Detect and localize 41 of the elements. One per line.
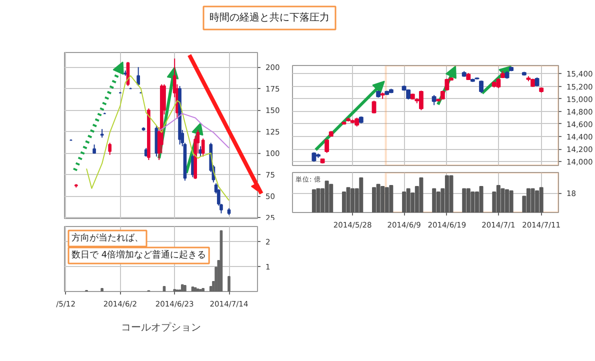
bar — [389, 184, 394, 212]
bar — [444, 175, 449, 212]
candlestick — [432, 94, 436, 106]
bar — [372, 187, 376, 212]
bar — [530, 188, 535, 212]
text: コールオプション — [121, 322, 201, 334]
bar — [462, 188, 466, 212]
bar — [535, 190, 540, 212]
bar — [449, 175, 454, 212]
bar — [470, 191, 475, 212]
annotation: 数日で 4倍増加など普通に起きる — [72, 250, 206, 260]
candlestick — [201, 138, 205, 158]
bar — [539, 187, 544, 212]
candlestick — [496, 78, 501, 89]
bar — [346, 187, 350, 212]
bar — [350, 188, 355, 212]
bar — [380, 186, 385, 212]
bar — [479, 186, 484, 212]
bar — [496, 184, 500, 212]
bar — [384, 187, 389, 212]
candlestick — [418, 90, 424, 111]
candlestick — [108, 142, 112, 156]
bar — [324, 180, 329, 212]
bar — [432, 188, 436, 212]
bar — [359, 177, 364, 212]
candlestick — [324, 138, 330, 154]
bar — [419, 177, 424, 212]
bar — [406, 188, 410, 212]
text: 時間の経過と共に下落圧力 — [210, 12, 330, 24]
bar — [436, 191, 440, 212]
bar — [312, 189, 316, 212]
annotation: 方向が当たれば、 — [72, 232, 144, 244]
bar — [329, 184, 334, 212]
bar — [509, 190, 514, 212]
bar — [376, 184, 380, 212]
bar — [500, 188, 505, 212]
line-series — [86, 75, 230, 201]
bar — [316, 188, 320, 212]
bar — [402, 191, 406, 212]
bar — [466, 188, 470, 212]
candlestick — [479, 80, 484, 94]
